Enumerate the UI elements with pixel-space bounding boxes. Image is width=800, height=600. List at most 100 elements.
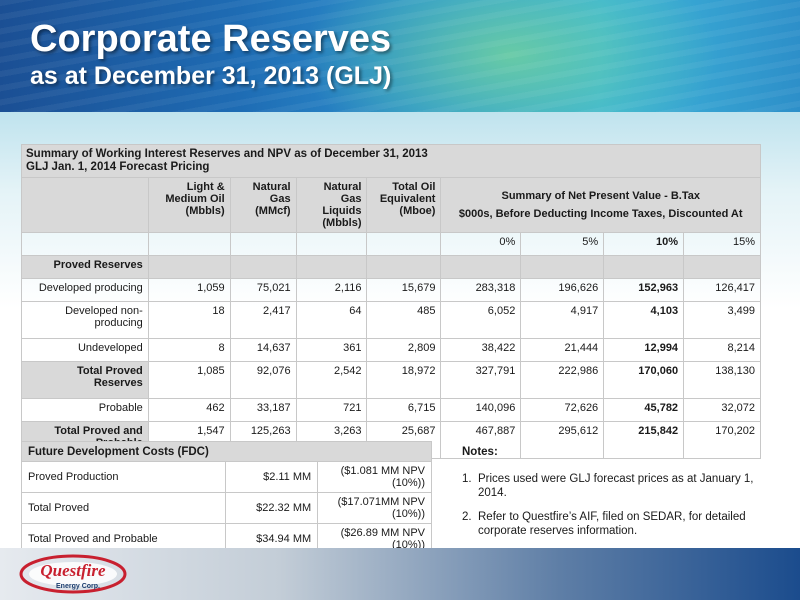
section-cell — [603, 255, 685, 279]
notes-title: Notes: — [462, 446, 498, 458]
header-line: Gas — [269, 193, 291, 205]
note-number: 1. — [462, 473, 472, 485]
row-value: 126,417 — [683, 278, 761, 302]
logo-swoosh — [19, 554, 127, 594]
slide-subtitle: as at December 31, 2013 (GLJ) — [30, 62, 392, 90]
row-label: Undeveloped — [21, 338, 149, 362]
row-value: 12,994 — [603, 338, 685, 362]
row-value: 8,214 — [683, 338, 761, 362]
row-value: 72,626 — [520, 398, 605, 422]
fdc-npv: ($1.081 MM NPV (10%)) — [317, 461, 432, 493]
fdc-table: Future Development Costs (FDC) Proved Pr… — [20, 441, 432, 555]
rate-cell-blank — [295, 232, 368, 256]
header-line: Liquids — [322, 205, 362, 217]
row-value: 18 — [147, 301, 231, 339]
discount-rate-5: 5% — [520, 232, 605, 256]
header-line: Equivalent — [379, 193, 436, 205]
reserves-rows: Developed producing 1,059 75,021 2,116 15,67… — [21, 278, 761, 459]
row-value: 14,637 — [229, 338, 297, 362]
fdc-rows: Proved Production $2.11 MM ($1.081 MM NPV … — [20, 461, 432, 555]
rate-cell-blank — [147, 232, 231, 256]
notes: Notes: 1. Prices used were GLJ forecast p… — [462, 446, 782, 548]
section-cell — [366, 255, 442, 279]
row-value: 32,072 — [683, 398, 761, 422]
notes-list: 1. Prices used were GLJ forecast prices a… — [462, 472, 782, 538]
row-value: 327,791 — [440, 361, 522, 399]
note-text: Refer to Questfire’s AIF, filed on SEDAR… — [478, 511, 746, 537]
npv-header-line-1: Summary of Net Present Value - B.Tax — [501, 190, 700, 202]
header-line: (Mboe) — [399, 205, 436, 217]
table-row: Developed producing 1,059 75,021 2,116 15,67… — [21, 278, 761, 302]
row-label: Developed non-producing — [21, 301, 149, 339]
slide-header: Corporate Reserves as at December 31, 20… — [0, 0, 800, 112]
section-cell — [229, 255, 297, 279]
row-value: 2,417 — [229, 301, 297, 339]
row-value: 283,318 — [440, 278, 522, 302]
row-value: 295,612 — [520, 421, 605, 459]
header-boe: Total Oil Equivalent (Mboe) — [366, 177, 442, 233]
row-value: 485 — [366, 301, 442, 339]
row-value: 140,096 — [440, 398, 522, 422]
logo-name: Questfire — [40, 561, 106, 580]
row-value: 170,060 — [603, 361, 685, 399]
fdc-row: Proved Production $2.11 MM ($1.081 MM NPV … — [20, 461, 432, 493]
discount-rate-0: 0% — [440, 232, 522, 256]
header-line: (Mbbls) — [185, 205, 225, 217]
row-value: 2,116 — [295, 278, 368, 302]
row-value: 196,626 — [520, 278, 605, 302]
row-value: 215,842 — [603, 421, 685, 459]
note-number: 2. — [462, 511, 472, 523]
section-cell — [147, 255, 231, 279]
fdc-label: Proved Production — [20, 461, 227, 493]
row-value: 92,076 — [229, 361, 297, 399]
row-value: 138,130 — [683, 361, 761, 399]
fdc-amount: $22.32 MM — [225, 492, 319, 524]
rate-cell-blank — [229, 232, 297, 256]
row-value: 64 — [295, 301, 368, 339]
row-value: 467,887 — [440, 421, 522, 459]
header-line: (Mbbls) — [322, 217, 362, 229]
row-value: 2,809 — [366, 338, 442, 362]
section-cell — [295, 255, 368, 279]
table-row: Probable 462 33,187 721 6,715 140,096 72,626 45… — [21, 398, 761, 422]
header-line: Natural Gas — [323, 181, 362, 205]
note-text: Prices used were GLJ forecast prices as … — [478, 473, 754, 499]
header-blank — [21, 177, 149, 233]
slide-title: Corporate Reserves — [30, 18, 392, 60]
header-npv: Summary of Net Present Value - B.Tax $00… — [440, 177, 761, 233]
row-value: 4,103 — [603, 301, 685, 339]
discount-rate-15: 15% — [683, 232, 761, 256]
fdc-label: Total Proved — [20, 492, 227, 524]
row-value: 3,499 — [683, 301, 761, 339]
logo-fill — [29, 562, 117, 586]
section-cell — [440, 255, 522, 279]
row-value: 8 — [147, 338, 231, 362]
note-item: 1. Prices used were GLJ forecast prices a… — [462, 472, 782, 500]
discount-rate-10: 10% — [603, 232, 685, 256]
section-label: Proved Reserves — [21, 255, 149, 279]
row-label: Total Proved Reserves — [21, 361, 149, 399]
header-natural-gas: Natural Gas (MMcf) — [229, 177, 297, 233]
row-value: 152,963 — [603, 278, 685, 302]
questfire-logo: Questfire Energy Corp. — [19, 554, 127, 594]
row-value: 170,202 — [683, 421, 761, 459]
section-cell — [683, 255, 761, 279]
header-line: Total Oil — [392, 181, 436, 193]
row-value: 15,679 — [366, 278, 442, 302]
table-row: Total Proved Reserves 1,085 92,076 2,542 18,… — [21, 361, 761, 399]
header-ngl: Natural Gas Liquids (Mbbls) — [295, 177, 368, 233]
footer-bar — [0, 548, 800, 600]
row-value: 4,917 — [520, 301, 605, 339]
reserves-table: Summary of Working Interest Reserves and… — [21, 144, 761, 459]
row-value: 21,444 — [520, 338, 605, 362]
row-value: 33,187 — [229, 398, 297, 422]
row-value: 6,715 — [366, 398, 442, 422]
row-value: 45,782 — [603, 398, 685, 422]
fdc-caption: Future Development Costs (FDC) — [21, 441, 432, 462]
table-row: Undeveloped 8 14,637 361 2,809 38,422 21,444 12… — [21, 338, 761, 362]
row-label: Probable — [21, 398, 149, 422]
reserves-table-caption: Summary of Working Interest Reserves and… — [21, 144, 761, 178]
row-value: 75,021 — [229, 278, 297, 302]
fdc-npv: ($17.071MM NPV (10%)) — [317, 492, 432, 524]
row-value: 222,986 — [520, 361, 605, 399]
